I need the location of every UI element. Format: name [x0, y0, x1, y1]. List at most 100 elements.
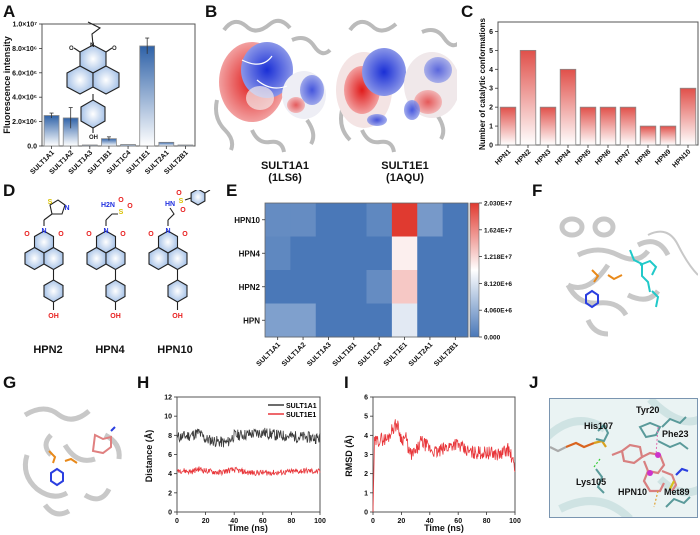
row-label: HPN10 [234, 216, 260, 225]
x-tick-label: HPN5 [574, 148, 592, 166]
heatmap-cell [290, 303, 317, 338]
row-label: HPN [243, 316, 260, 325]
x-tick-label: 80 [288, 518, 296, 525]
bond [105, 213, 118, 221]
heatmap-cell [315, 203, 342, 237]
colorbar [469, 202, 480, 338]
heatmap-cell [290, 270, 317, 304]
x-tick-label: HPN3 [534, 148, 552, 166]
x-tick-label: 20 [398, 518, 406, 525]
panel-label-c: C [461, 2, 474, 21]
row-label: HPN2 [239, 283, 261, 292]
ligand-label-hpn10: HPN10 [618, 487, 648, 497]
panel-label-h: H [137, 373, 150, 392]
residue-label-phe23: Phe23 [662, 429, 689, 439]
x-tick-label: 0 [175, 518, 179, 525]
atom-o: O [112, 46, 117, 52]
column-label: SULT1A3 [306, 341, 333, 368]
heatmap-cell [442, 303, 469, 338]
sult1e1-structure [336, 19, 457, 153]
heatmap-cell [417, 203, 444, 237]
column-label: SULT2B1 [433, 341, 460, 368]
x-tick-label: HPN8 [634, 148, 652, 166]
atom-s: S [48, 199, 53, 206]
pdb-id: (1LS6) [268, 172, 302, 184]
series-line-sult1a1 [176, 427, 321, 448]
x-tick-label: 60 [454, 518, 462, 525]
protein-name: SULT1A1 [260, 160, 310, 172]
heatmap-cell [366, 270, 393, 304]
compound-name-hpn2: HPN2 [33, 344, 63, 356]
atom-oh: OH [110, 313, 121, 320]
legend-label-sult1a1: SULT1A1 [286, 403, 317, 410]
colorbar-label: 0.000 [484, 335, 501, 342]
atom-o: O [118, 197, 124, 204]
centroid [655, 452, 661, 458]
ligands [585, 249, 660, 309]
atom-o: O [127, 203, 133, 210]
x-tick-label: HPN1 [494, 148, 512, 166]
benzene-ring [105, 246, 126, 271]
panel-label-g: G [3, 373, 17, 392]
y-tick-label: 1 [489, 124, 493, 131]
y-tick-label: 2 [168, 490, 172, 497]
thiazole-ring [49, 199, 66, 215]
series-line-rmsd [372, 419, 516, 513]
compound-name-hpn10: HPN10 [157, 344, 193, 356]
atom-o: O [24, 231, 30, 238]
atom-o: O [148, 231, 154, 238]
panel-label-f: F [532, 181, 543, 200]
column-label: SULT1A2 [281, 341, 308, 368]
bar [139, 45, 156, 147]
plot-frame [497, 21, 699, 146]
y-tick-label: 1.0×10⁷ [13, 22, 38, 29]
y-tick-label: 3 [364, 452, 368, 459]
x-axis-label: Time (ns) [228, 523, 268, 533]
chart-c: 0 1 2 3 4 5 6 HPN1 HPN2 HPN3 HPN4 HPN5 HPN6 HPN7 HPN8… [478, 17, 699, 169]
s-pi-interaction [653, 490, 659, 508]
row-label: HPN4 [239, 249, 261, 258]
atom-o: O [86, 231, 92, 238]
x-tick-label: 0 [371, 518, 375, 525]
panel-label-a: A [3, 2, 16, 21]
y-tick-label: 4.0×10⁶ [12, 95, 37, 102]
panel-label-i: I [344, 373, 349, 392]
atom-s: S [119, 209, 124, 216]
x-axis-label: Time (ns) [424, 523, 464, 533]
atom-s: S [179, 198, 184, 205]
y-tick-label: 2 [489, 105, 493, 112]
bar [43, 115, 60, 147]
x-tick-label: 40 [426, 518, 434, 525]
y-tick-label: 5 [364, 414, 368, 421]
colorbar-label: 8.120E+6 [484, 281, 512, 288]
bar [539, 106, 557, 146]
column-label: SULT1E1 [383, 341, 409, 367]
y-tick-label: 0 [364, 510, 368, 517]
benzene-ring [43, 246, 64, 271]
ligands [48, 426, 116, 487]
atom-o: O [180, 207, 186, 214]
y-tick-label: 12 [164, 395, 172, 402]
loop [647, 230, 698, 276]
heatmap-cell [366, 203, 393, 237]
md-snapshot-g [22, 406, 122, 517]
y-tick-label: 6 [489, 29, 493, 36]
protein-cartoon [559, 216, 671, 337]
residue-label-met89: Met89 [664, 487, 690, 497]
binding-site-render [550, 399, 697, 517]
heatmap-cell [341, 270, 367, 304]
atom-n: N [41, 228, 46, 235]
y-tick-label: 5 [489, 48, 493, 55]
heatmap-frame [264, 202, 469, 338]
colorbar-label: 4.060E+6 [484, 308, 512, 315]
colorbar-label: 1.624E+7 [484, 227, 512, 234]
y-tick-label: 2.0×10⁶ [12, 119, 37, 126]
y-tick-label: 6.0×10⁶ [12, 70, 37, 77]
pdb-id: (1AQU) [386, 172, 424, 184]
bond [184, 197, 192, 201]
bar [559, 68, 577, 146]
heatmap-cell [341, 203, 367, 237]
residue-label-lys105: Lys105 [576, 477, 607, 487]
